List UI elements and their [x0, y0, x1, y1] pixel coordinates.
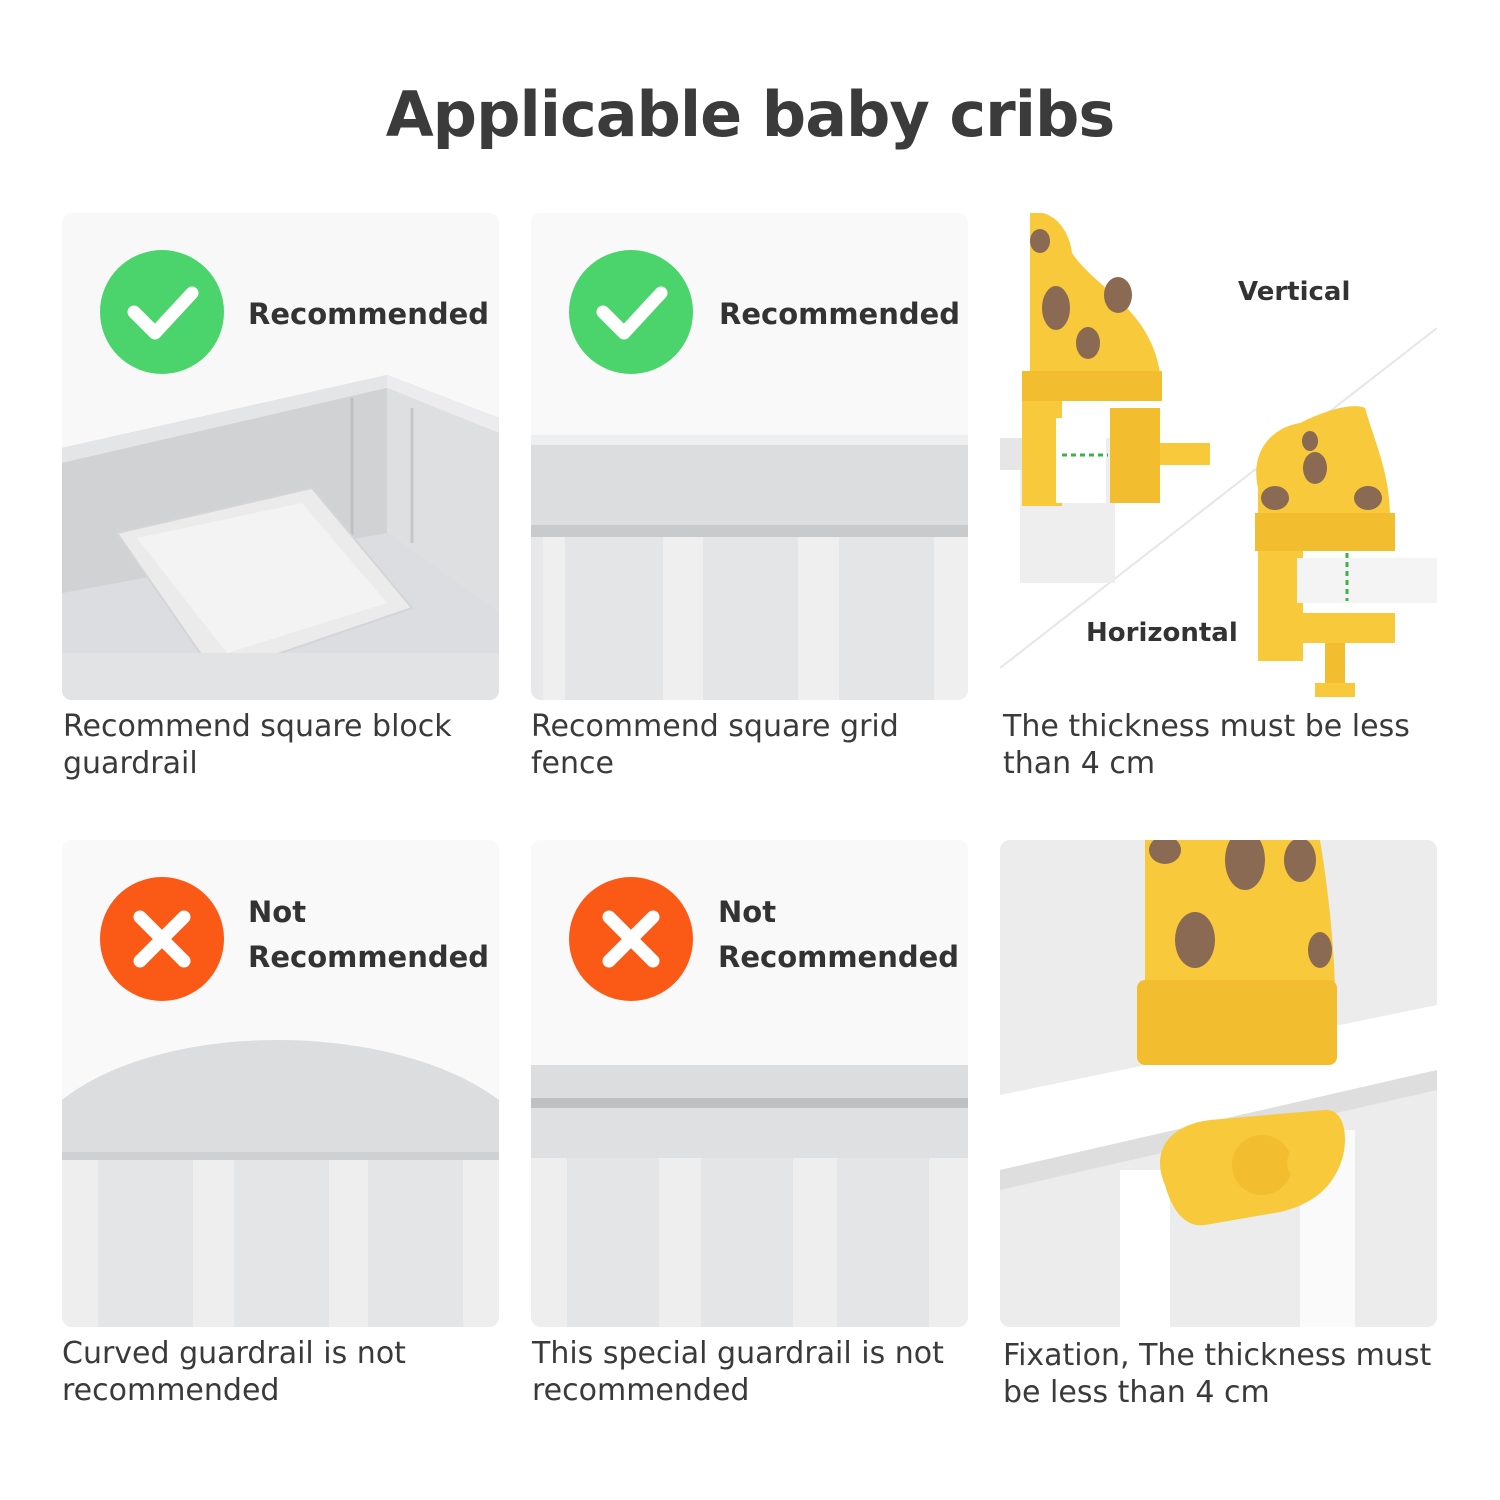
clamp-thickness-image: Vertical Horizontal — [1000, 213, 1437, 700]
badge-label: Recommended — [719, 297, 961, 331]
check-icon — [596, 286, 668, 340]
vertical-label: Vertical — [1238, 277, 1351, 307]
badge-label-line1: Not — [248, 895, 307, 929]
crib-image-grid-fence: Recommended — [531, 213, 968, 700]
horizontal-label: Horizontal — [1086, 618, 1238, 648]
badge-label-line2: Recommended — [718, 940, 960, 974]
crib-image-curved-guardrail: Not Recommended — [62, 840, 499, 1327]
badge-label-line2: Recommended — [248, 940, 490, 974]
badge-label-line1: Not — [718, 895, 777, 929]
crib-image-special-guardrail: Not Recommended — [531, 840, 968, 1327]
not-recommended-badge — [100, 877, 224, 1001]
cross-icon — [133, 910, 191, 968]
recommended-badge — [100, 250, 224, 374]
cross-icon — [602, 910, 660, 968]
giraffe-spot — [1042, 286, 1070, 330]
clamp-fixation-image — [1000, 840, 1437, 1327]
card-caption: Curved guardrail is not recommended — [62, 1336, 406, 1408]
card-caption: Fixation, The thickness must be less tha… — [1003, 1338, 1432, 1410]
card-caption: The thickness must be less than 4 cm — [1003, 709, 1410, 781]
crib-image-block-guardrail: Recommended — [62, 213, 499, 700]
not-recommended-badge — [569, 877, 693, 1001]
check-icon — [127, 286, 199, 340]
recommended-badge — [569, 250, 693, 374]
card-caption: Recommend square block guardrail — [63, 709, 452, 781]
card-caption: Recommend square grid fence — [531, 709, 899, 781]
page-title: Applicable baby cribs — [385, 78, 1116, 151]
card-caption: This special guardrail is not recommende… — [532, 1336, 944, 1408]
badge-label: Recommended — [248, 297, 490, 331]
